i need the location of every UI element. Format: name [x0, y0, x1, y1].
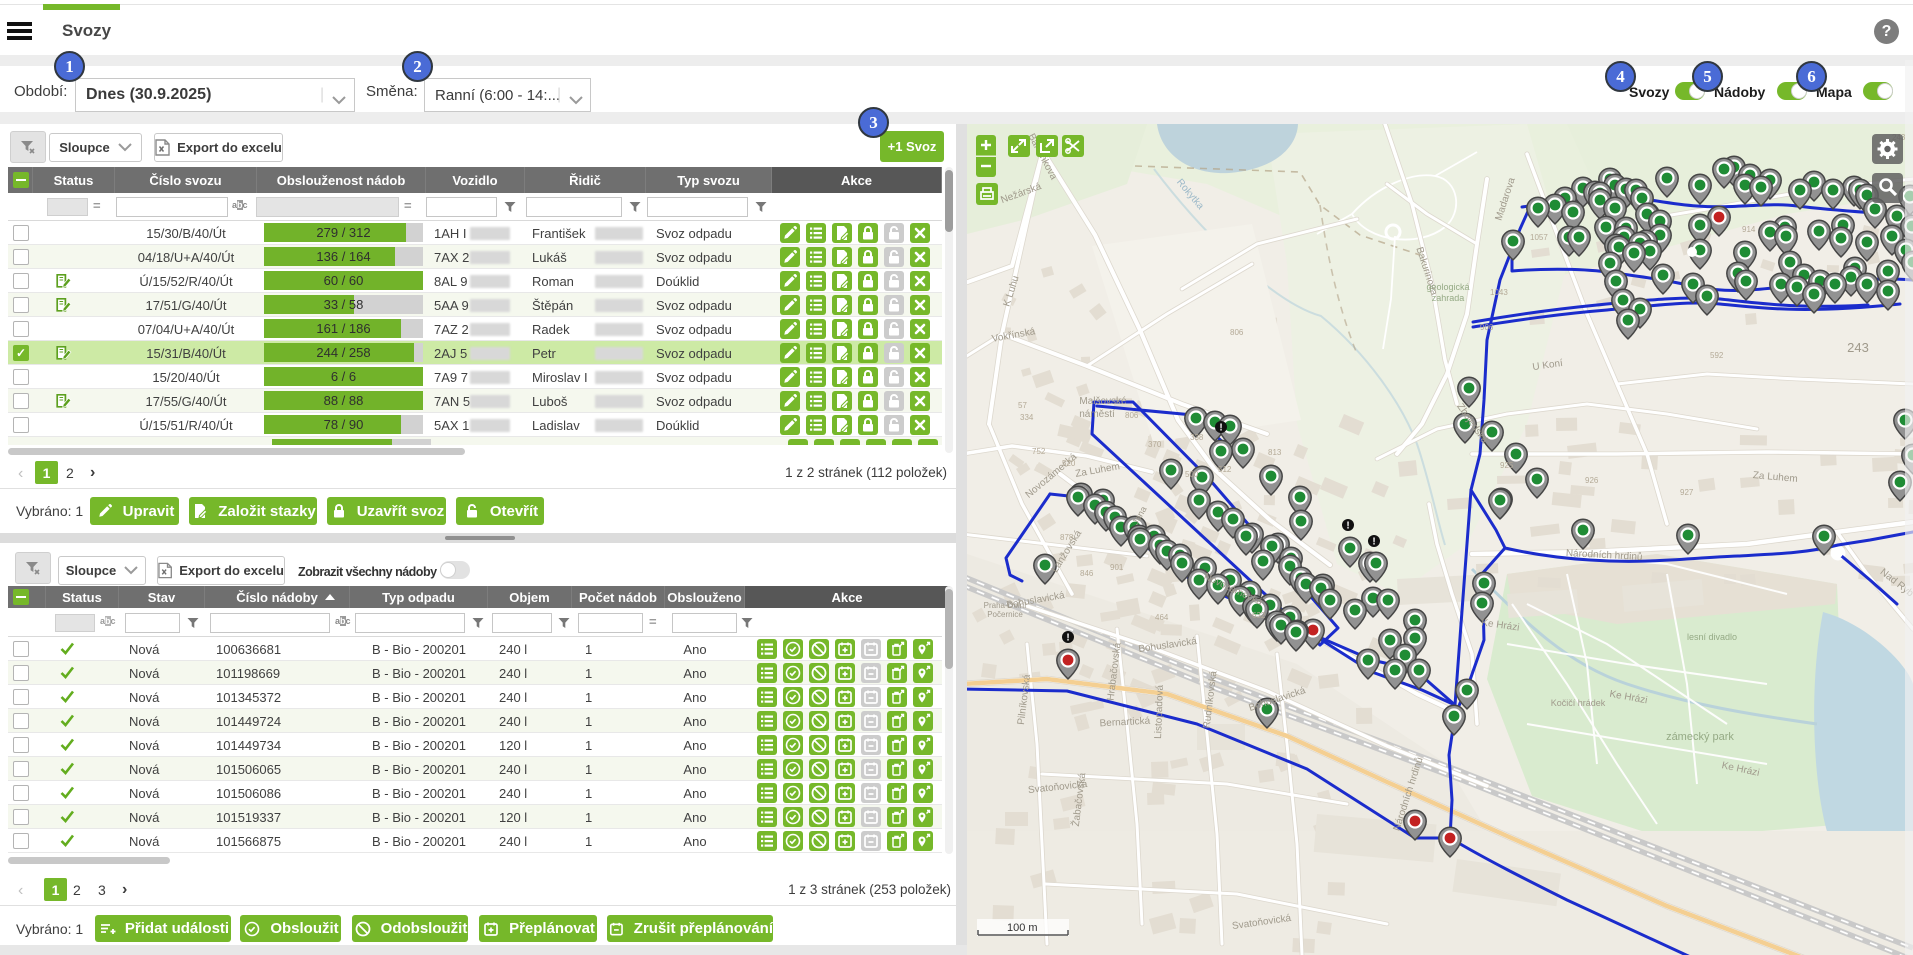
svg-text:1057: 1057 [1530, 233, 1548, 242]
svg-text:520: 520 [1062, 459, 1076, 468]
svg-text:Kočičí hrádek: Kočičí hrádek [1551, 698, 1606, 708]
svg-text:Praha-Dolní: Praha-Dolní [984, 601, 1027, 610]
svg-text:Bernartická: Bernartická [1099, 716, 1151, 730]
svg-text:901: 901 [1110, 563, 1124, 572]
svg-text:Národních hrdinů: Národních hrdinů [1566, 547, 1643, 563]
svg-text:806: 806 [1230, 328, 1244, 337]
svg-text:846: 846 [1080, 569, 1094, 578]
svg-text:334: 334 [1020, 413, 1034, 422]
svg-text:906: 906 [1480, 323, 1494, 332]
svg-text:926: 926 [1585, 476, 1599, 485]
svg-text:Za Luhem: Za Luhem [1752, 470, 1798, 485]
svg-text:!: ! [1346, 521, 1349, 532]
svg-text:813: 813 [1268, 448, 1282, 457]
svg-text:592: 592 [1710, 351, 1724, 360]
svg-text:Malšovské: Malšovské [1079, 396, 1127, 407]
svg-text:lesní divadlo: lesní divadlo [1687, 632, 1737, 642]
svg-text:zámecký park: zámecký park [1666, 731, 1734, 743]
svg-text:100 m: 100 m [1007, 922, 1038, 934]
svg-text:!: ! [1219, 423, 1222, 434]
svg-text:338: 338 [1190, 433, 1204, 442]
svg-text:878: 878 [1060, 533, 1074, 542]
svg-text:Počernice: Počernice [987, 610, 1023, 619]
svg-text:1043: 1043 [1490, 288, 1508, 297]
svg-text:752: 752 [1032, 447, 1046, 456]
svg-text:57: 57 [1018, 401, 1027, 410]
svg-text:925: 925 [1500, 461, 1514, 470]
svg-text:914: 914 [1742, 225, 1756, 234]
svg-text:806: 806 [1125, 411, 1139, 420]
svg-text:927: 927 [1680, 488, 1694, 497]
svg-text:Listopadová: Listopadová [1153, 684, 1166, 739]
svg-text:!: ! [1372, 537, 1375, 548]
svg-text:632: 632 [1252, 611, 1266, 620]
svg-text:464: 464 [1155, 613, 1169, 622]
svg-text:512: 512 [1218, 465, 1232, 474]
svg-text:370: 370 [1148, 440, 1162, 449]
svg-text:geologická: geologická [1426, 282, 1469, 292]
svg-text:500: 500 [1185, 470, 1199, 479]
svg-text:U Koní: U Koní [1532, 358, 1564, 373]
svg-text:Ke Hrázi: Ke Hrázi [1481, 617, 1521, 633]
svg-text:náměstí: náměstí [1079, 409, 1115, 420]
svg-text:243: 243 [1847, 340, 1869, 355]
svg-text:!: ! [1066, 633, 1069, 644]
svg-text:zahrada: zahrada [1432, 293, 1465, 303]
